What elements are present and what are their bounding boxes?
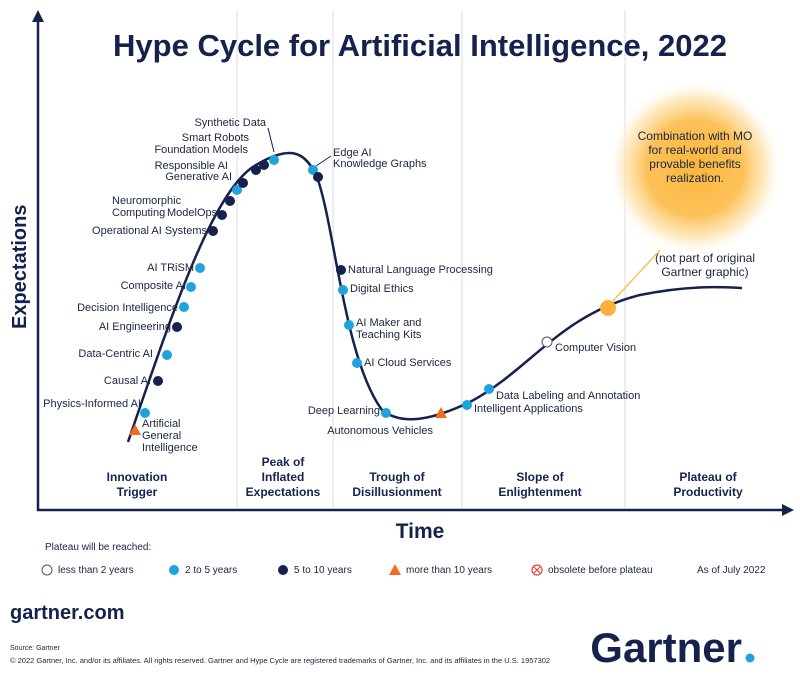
technology-dot [435, 407, 447, 418]
technology-label: Generative AI [165, 171, 232, 183]
technology-label: Knowledge Graphs [333, 158, 427, 170]
legend-date: As of July 2022 [697, 565, 766, 576]
technology-dot [344, 320, 354, 330]
technology-dot [217, 210, 227, 220]
technology-label: Deep Learning [307, 405, 380, 417]
technology-dot [352, 358, 362, 368]
technology-dot [381, 408, 391, 418]
phase-label: Plateau of Productivity [673, 470, 743, 499]
technology-dot [172, 322, 182, 332]
technology-dot [338, 285, 348, 295]
leader-line [315, 155, 332, 167]
y-arrow [32, 10, 44, 22]
technology-label: AI Engineering [98, 321, 171, 333]
technology-label: Natural Language Processing [348, 264, 493, 276]
technology-dot [308, 165, 318, 175]
technology-dot [208, 226, 218, 236]
legend-icon [169, 565, 179, 575]
legend-icon [278, 565, 288, 575]
annotation-glow [607, 80, 783, 256]
technology-label: Artificial General Intelligence [142, 418, 198, 454]
phase-label: Peak of Inflated Expectations [245, 455, 321, 499]
technology-dot [186, 282, 196, 292]
source: Source: Gartner [10, 645, 60, 652]
technology-dot [140, 408, 150, 418]
legend-icon [41, 564, 53, 576]
annotation-text: Combination with MO for real-world and p… [637, 129, 753, 185]
logo-dot [745, 653, 755, 663]
annotation-leader [611, 249, 661, 303]
technology-label: Smart Robots [181, 132, 249, 144]
technology-dot [129, 424, 141, 435]
phase-label: Slope of Enlightenment [498, 470, 582, 499]
technology-dot [462, 400, 472, 410]
legend-label: 2 to 5 years [185, 565, 238, 576]
x-arrow [782, 504, 794, 516]
technology-label: Decision Intelligence [77, 302, 178, 314]
annotation-note: (not part of original Gartner graphic) [654, 251, 756, 279]
technology-dot [195, 263, 205, 273]
legend-icon [533, 566, 541, 574]
technology-label: Physics-Informed AI [43, 398, 141, 410]
technology-label: AI Maker and Teaching Kits [356, 317, 422, 341]
technology-label: Causal AI [103, 375, 151, 387]
legend-label: more than 10 years [406, 565, 493, 576]
technology-label: Synthetic Data [194, 117, 266, 129]
technology-label: AI Cloud Services [364, 357, 452, 369]
technology-dot [251, 165, 261, 175]
legend-label: 5 to 10 years [294, 565, 352, 576]
technology-label: ModelOps [167, 207, 218, 219]
hype-curve [126, 151, 743, 443]
y-axis-label: Expectations [9, 204, 31, 329]
technology-dot [484, 384, 494, 394]
technology-label: Autonomous Vehicles [327, 425, 433, 437]
technology-label: Responsible AI [154, 160, 228, 172]
technology-label: Edge AI [333, 147, 372, 159]
copyright: © 2022 Gartner, Inc. and/or its affiliat… [10, 656, 551, 665]
technology-label: Composite AI [120, 280, 186, 292]
legend-icon [389, 564, 401, 575]
technology-dot [313, 172, 323, 182]
technology-dot [541, 336, 553, 348]
leader-line [267, 127, 275, 153]
technology-dot [232, 185, 242, 195]
site: gartner.com [10, 602, 125, 624]
legend-label: less than 2 years [58, 565, 134, 576]
technology-dot [225, 196, 235, 206]
logo: Gartner [590, 624, 742, 671]
technology-dot [336, 265, 346, 275]
phase-label: Innovation Trigger [106, 470, 168, 499]
technology-label: Foundation Models [154, 144, 248, 156]
technology-label: AI TRiSM [147, 262, 194, 274]
technology-label: Intelligent Applications [474, 403, 583, 415]
title: Hype Cycle for Artificial Intelligence, … [113, 28, 727, 63]
legend-label: obsolete before plateau [548, 565, 653, 576]
axes [36, 14, 786, 512]
x-axis-label: Time [395, 520, 445, 543]
technology-label: Data-Centric AI [78, 348, 153, 360]
technology-dot [259, 160, 269, 170]
technology-dot [179, 302, 189, 312]
annotation-dot [600, 300, 616, 316]
technology-dot [153, 376, 163, 386]
technology-dot [269, 155, 279, 165]
technology-label: Digital Ethics [350, 283, 414, 295]
legend-title: Plateau will be reached: [45, 542, 152, 553]
technology-label: Computer Vision [555, 342, 637, 354]
phase-label: Trough of Disillusionment [352, 470, 442, 499]
technology-dot [162, 350, 172, 360]
technology-label: Operational AI Systems [92, 225, 207, 237]
technology-label: Neuromorphic Computing [112, 195, 182, 219]
technology-label: Data Labeling and Annotation [496, 390, 641, 402]
phase-dividers [236, 10, 626, 508]
technology-dot [238, 178, 248, 188]
